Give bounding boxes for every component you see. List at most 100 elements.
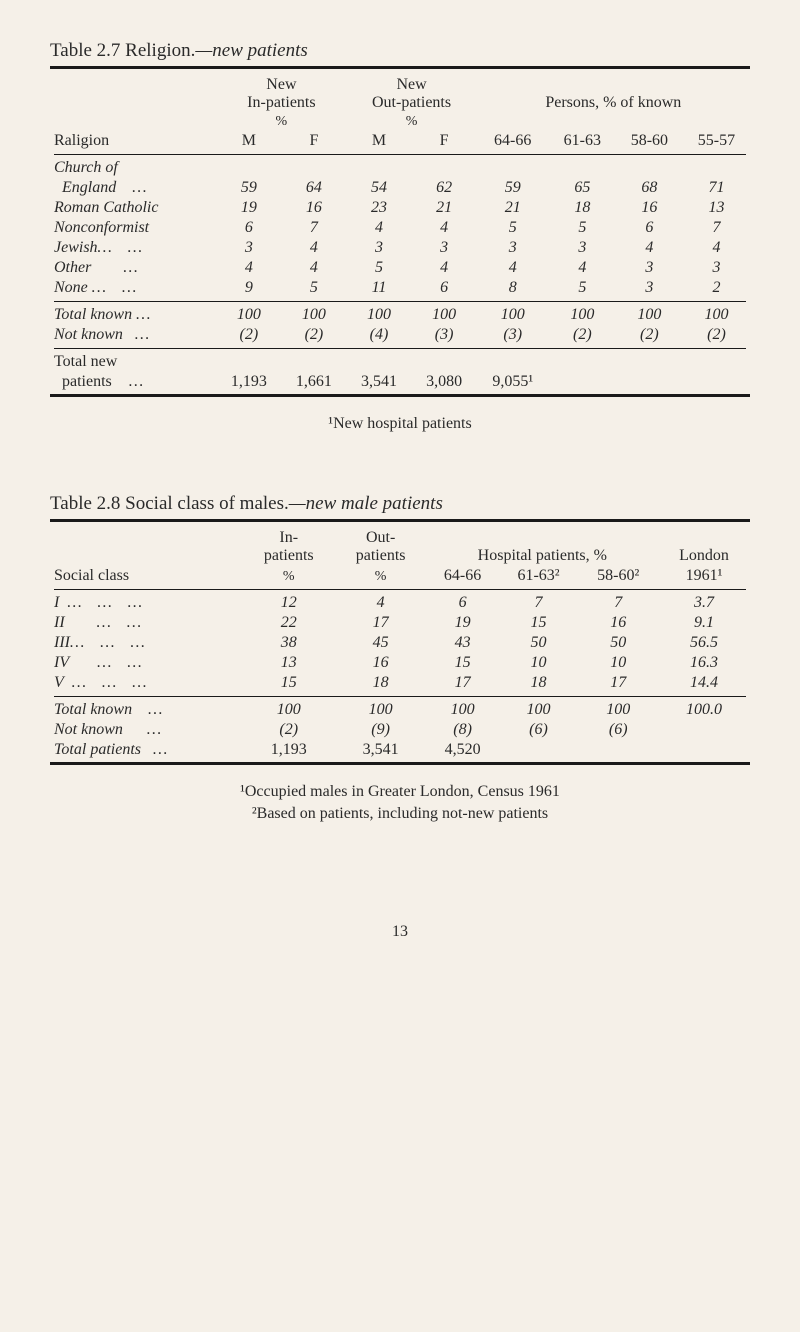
cell — [658, 720, 750, 740]
cell: 3 — [477, 238, 549, 258]
t2-title-suffix: —new male patients — [289, 493, 443, 514]
t2-h-out: Out-patients — [335, 528, 427, 566]
cell: (2) — [216, 325, 281, 345]
cell: 43 — [427, 633, 499, 653]
cell: 3 — [346, 238, 411, 258]
cell: (2) — [683, 325, 750, 345]
table-row: Total known …100100100100100100.0 — [50, 700, 750, 720]
row-label: V … … … — [50, 673, 243, 693]
cell: (2) — [616, 325, 683, 345]
table-row: Jewish… …34333344 — [50, 238, 750, 258]
t1-h-y4: 55-57 — [683, 131, 750, 151]
cell: 3 — [412, 238, 477, 258]
cell: 7 — [281, 218, 346, 238]
t1-footnote: ¹New hospital patients — [50, 415, 750, 433]
cell — [346, 158, 411, 178]
cell: 56.5 — [658, 633, 750, 653]
t1-grand-l1: Total new — [50, 352, 216, 372]
cell: 6 — [412, 278, 477, 298]
cell — [616, 158, 683, 178]
t1-pct1: % — [216, 113, 346, 131]
t1-bottom-rule — [50, 394, 750, 397]
t1-h-m2: M — [346, 131, 411, 151]
row-label: Total known … — [50, 700, 243, 720]
cell: 5 — [549, 218, 616, 238]
cell: 3 — [549, 238, 616, 258]
row-label: IV … … — [50, 653, 243, 673]
cell: 19 — [427, 613, 499, 633]
cell: 3.7 — [658, 593, 750, 613]
cell — [477, 158, 549, 178]
cell — [658, 740, 750, 760]
table-row: Total known …100100100100100100100100 — [50, 305, 750, 325]
cell: 15 — [243, 673, 335, 693]
cell: 16.3 — [658, 653, 750, 673]
t1-title-suffix: —new patients — [195, 40, 307, 61]
cell: 4 — [412, 258, 477, 278]
cell: 4 — [412, 218, 477, 238]
t1-h-m1: M — [216, 131, 281, 151]
cell: 65 — [549, 178, 616, 198]
t2-h-y3: 58-60² — [578, 566, 658, 586]
table-row: II … …22171915169.1 — [50, 613, 750, 633]
t2-pct2: % — [335, 566, 427, 586]
cell: 62 — [412, 178, 477, 198]
cell: 3 — [616, 278, 683, 298]
row-label: None … … — [50, 278, 216, 298]
table-row: Nonconformist67445567 — [50, 218, 750, 238]
cell: 7 — [499, 593, 579, 613]
cell: 3,541 — [335, 740, 427, 760]
cell: 12 — [243, 593, 335, 613]
t1-header-row1: Raligion NewIn-patients NewOut-patients … — [50, 75, 750, 113]
t1-h-f2: F — [412, 131, 477, 151]
cell: 100 — [243, 700, 335, 720]
cell: 4 — [335, 593, 427, 613]
t1-g-0: 1,193 — [216, 372, 281, 392]
row-label: III… … … — [50, 633, 243, 653]
cell: (9) — [335, 720, 427, 740]
cell: 100 — [427, 700, 499, 720]
table-row: None … …951168532 — [50, 278, 750, 298]
table-row: Total patients …1,1933,5414,520 — [50, 740, 750, 760]
cell: 68 — [616, 178, 683, 198]
cell: 16 — [281, 198, 346, 218]
cell: 4 — [346, 218, 411, 238]
page-number: 13 — [50, 923, 750, 941]
t2-h-y1: 64-66 — [427, 566, 499, 586]
cell: 4,520 — [427, 740, 499, 760]
cell: 17 — [578, 673, 658, 693]
cell: (6) — [499, 720, 579, 740]
cell: 15 — [499, 613, 579, 633]
cell: 7 — [578, 593, 658, 613]
row-label: Not known … — [50, 720, 243, 740]
cell: 100 — [683, 305, 750, 325]
row-label: Total known … — [50, 305, 216, 325]
table-row: Not known …(2)(2)(4)(3)(3)(2)(2)(2) — [50, 325, 750, 345]
table-row: V … … …151817181714.4 — [50, 673, 750, 693]
cell: 4 — [616, 238, 683, 258]
cell: 6 — [216, 218, 281, 238]
cell: 100 — [578, 700, 658, 720]
t2-h-y2: 61-63² — [499, 566, 579, 586]
row-label: Church of — [50, 158, 216, 178]
t1-grand-row1: Total new — [50, 352, 750, 372]
row-label: I … … … — [50, 593, 243, 613]
row-label: Total patients … — [50, 740, 243, 760]
cell: 16 — [335, 653, 427, 673]
t1-grand-row2: patients … 1,193 1,661 3,541 3,080 9,055… — [50, 372, 750, 392]
cell: 100 — [549, 305, 616, 325]
cell: 23 — [346, 198, 411, 218]
cell: 22 — [243, 613, 335, 633]
table-row: Not known …(2)(9)(8)(6)(6) — [50, 720, 750, 740]
cell: 100 — [335, 700, 427, 720]
t1-grand-l2: patients … — [50, 372, 216, 392]
t2-h-hosp: Hospital patients, % — [427, 528, 659, 566]
cell: 15 — [427, 653, 499, 673]
cell: 5 — [477, 218, 549, 238]
cell — [499, 740, 579, 760]
cell: 100 — [346, 305, 411, 325]
cell: 100 — [281, 305, 346, 325]
t1-title-prefix: Table 2.7 Religion. — [50, 40, 195, 61]
cell: 100 — [499, 700, 579, 720]
cell: 6 — [427, 593, 499, 613]
